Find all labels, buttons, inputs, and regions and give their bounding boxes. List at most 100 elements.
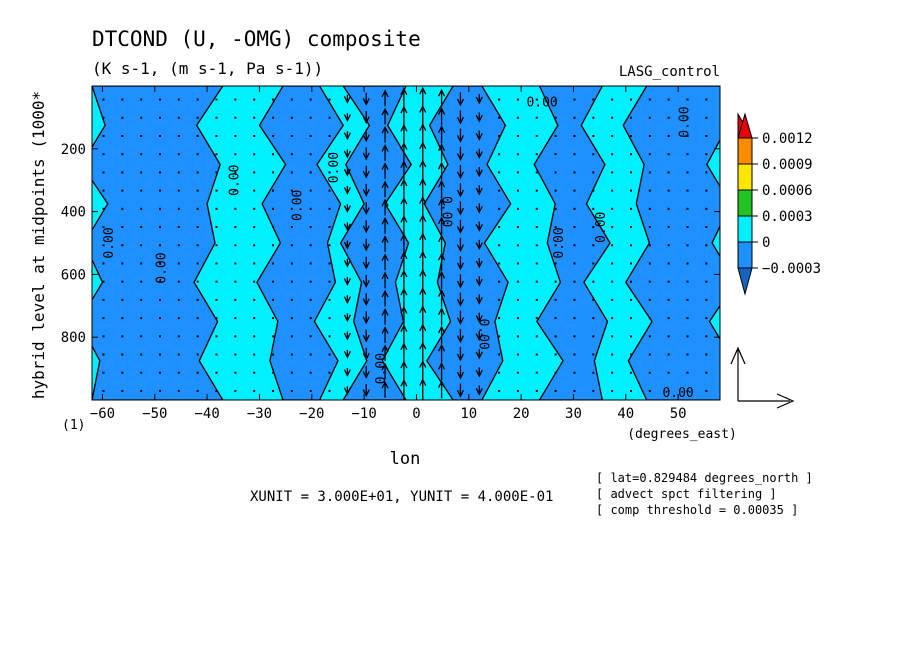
- wind-vector: [381, 289, 389, 307]
- wind-vector: [177, 298, 180, 301]
- wind-vector: [309, 280, 312, 283]
- wind-vector: [498, 389, 501, 392]
- wind-vector: [456, 328, 465, 344]
- wind-vector: [498, 298, 501, 301]
- negative-region-4: [533, 86, 611, 400]
- wind-vector: [592, 371, 595, 374]
- wind-vector: [686, 335, 689, 338]
- y-axis-units: (1): [62, 418, 85, 433]
- wind-vector: [272, 207, 275, 210]
- wind-vector: [516, 371, 519, 374]
- wind-vector: [328, 317, 331, 320]
- wind-vector: [438, 361, 446, 381]
- colorbar-label: 0: [762, 235, 770, 251]
- contour-label: 0.00: [374, 353, 389, 384]
- wind-vector: [290, 171, 293, 174]
- wind-vector: [177, 116, 180, 119]
- wind-vector: [705, 262, 708, 265]
- wind-vector: [592, 98, 595, 101]
- wind-vector: [158, 153, 161, 156]
- wind-vector: [362, 165, 370, 179]
- wind-vector: [253, 171, 256, 174]
- wind-vector: [121, 171, 124, 174]
- plot-frame: [91, 85, 721, 401]
- wind-vector: [140, 353, 143, 356]
- wind-vector: [667, 389, 670, 392]
- wind-vector: [140, 189, 143, 192]
- wind-vector: [498, 207, 501, 210]
- wind-vector: [309, 189, 312, 192]
- wind-vector: [667, 171, 670, 174]
- negative-region-1: [256, 86, 344, 400]
- wind-vector: [535, 189, 538, 192]
- x-tick-label: 30: [565, 406, 582, 422]
- wind-vector: [535, 226, 538, 229]
- wind-vector: [705, 116, 708, 119]
- wind-vector: [592, 134, 595, 137]
- wind-vector: [705, 371, 708, 374]
- wind-vector: [290, 262, 293, 265]
- wind-vector: [381, 144, 389, 161]
- wind-vector: [498, 371, 501, 374]
- wind-vector: [121, 207, 124, 210]
- wind-vector: [234, 353, 237, 356]
- wind-vector: [498, 153, 501, 156]
- wind-vector: [667, 371, 670, 374]
- wind-vector: [456, 183, 465, 198]
- wind-vector: [290, 389, 293, 392]
- wind-vector: [381, 89, 389, 107]
- wind-vector: [573, 98, 576, 101]
- info-line: [ comp threshold = 0.00035 ]: [596, 503, 798, 517]
- contour-label: 0.00: [154, 252, 169, 283]
- wind-vector: [158, 262, 161, 265]
- wind-vector: [629, 298, 632, 301]
- wind-vector: [362, 274, 370, 288]
- wind-vector: [516, 189, 519, 192]
- wind-vector: [516, 207, 519, 210]
- wind-vector: [309, 171, 312, 174]
- wind-vector: [215, 134, 218, 137]
- wind-vector: [158, 244, 161, 247]
- wind-vector: [362, 329, 370, 343]
- wind-vector: [343, 222, 351, 232]
- colorbar-label: 0.0012: [762, 131, 813, 147]
- wind-vector: [438, 125, 446, 144]
- wind-vector: [611, 207, 614, 210]
- wind-vector: [140, 317, 143, 320]
- wind-vector: [196, 280, 199, 283]
- wind-vector: [272, 298, 275, 301]
- wind-vector: [328, 244, 331, 247]
- wind-vector: [611, 280, 614, 283]
- x-tick-label: −50: [142, 406, 167, 422]
- wind-vector: [438, 289, 446, 308]
- wind-vector: [328, 262, 331, 265]
- wind-vector: [328, 189, 331, 192]
- x-axis: −60 −50 −40 −30 −20 −10 0 10 20 30 40 50: [90, 86, 687, 422]
- wind-vector: [686, 353, 689, 356]
- wind-vector: [667, 262, 670, 265]
- wind-vector: [667, 317, 670, 320]
- contour-label: 0.00: [102, 227, 117, 258]
- wind-vector: [705, 317, 708, 320]
- wind-vector: [234, 171, 237, 174]
- wind-vector: [290, 226, 293, 229]
- wind-vector: [102, 371, 105, 374]
- wind-vector: [234, 335, 237, 338]
- wind-vector: [456, 110, 465, 125]
- wind-vector: [158, 207, 161, 210]
- wind-vector: [121, 226, 124, 229]
- wind-vector: [535, 389, 538, 392]
- wind-vector: [362, 311, 370, 325]
- wind-vector: [234, 317, 237, 320]
- wind-vector: [648, 280, 651, 283]
- wind-vector: [215, 98, 218, 101]
- wind-vector: [234, 298, 237, 301]
- wind-vector: [272, 317, 275, 320]
- wind-vector: [516, 226, 519, 229]
- wind-vector: [121, 189, 124, 192]
- wind-vector: [309, 317, 312, 320]
- wind-vector: [328, 207, 331, 210]
- wind-vector: [629, 244, 632, 247]
- wind-vector: [438, 106, 446, 126]
- wind-vector: [253, 226, 256, 229]
